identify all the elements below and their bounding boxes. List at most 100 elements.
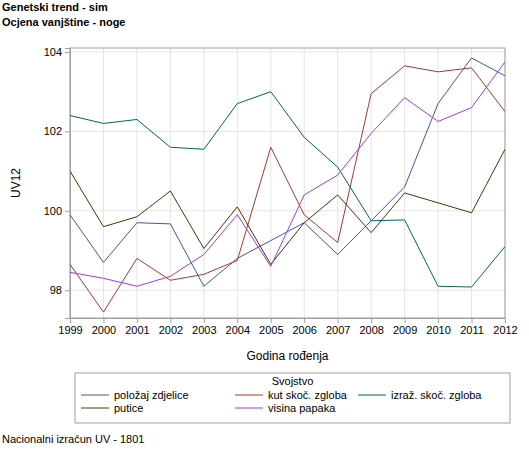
y-axis-title: UV12 — [9, 168, 23, 198]
y-tick-label: 100 — [44, 205, 62, 217]
x-tick-label: 2000 — [92, 324, 116, 336]
legend-swatch — [235, 408, 263, 409]
legend: Svojstvo položaj zdjelice kut skoč. zgloba… — [75, 373, 510, 423]
y-axis-line — [65, 49, 71, 319]
x-tick: 2007 — [326, 318, 350, 336]
y-tick-label: 98 — [50, 284, 62, 296]
title: Genetski trend - sim — [2, 1, 108, 13]
x-tick: 2009 — [393, 318, 417, 336]
x-axis: 1999 2000 2001 2002 2003 2004 2005 2006 2007 2008… — [58, 318, 517, 336]
x-grid-line — [438, 48, 439, 318]
plot: 1999 2000 2001 2002 2003 2004 2005 2006 2007 2008… — [44, 46, 518, 336]
series-line — [70, 62, 505, 286]
x-tick-label: 2009 — [393, 324, 417, 336]
y-tick-mark — [65, 52, 70, 53]
x-tick-mark — [371, 318, 372, 323]
x-tick-mark — [170, 318, 171, 323]
legend-label: položaj zdjelice — [114, 389, 189, 401]
y-tick-label: 104 — [44, 46, 62, 58]
x-grid-line — [170, 48, 171, 318]
legend-item: položaj zdjelice — [81, 389, 189, 401]
legend-item: izraž. skoč. zgloba — [358, 389, 482, 401]
legend-item: kut skoč. zgloba — [235, 389, 348, 401]
legend-label: kut skoč. zgloba — [268, 389, 348, 401]
x-tick-label: 2003 — [192, 324, 216, 336]
x-tick-mark — [204, 318, 205, 323]
legend-label: visina papaka — [268, 402, 336, 414]
x-axis-title: Godina rođenja — [246, 349, 328, 363]
y-tick-label: 102 — [44, 125, 62, 137]
plot-frame — [70, 48, 505, 318]
footnote: Nacionalni izračun UV - 1801 — [2, 433, 144, 445]
x-grid-line — [371, 48, 372, 318]
x-grid-line — [103, 48, 104, 318]
x-tick: 2010 — [426, 318, 450, 336]
x-tick-label: 2005 — [259, 324, 283, 336]
x-grid-line — [136, 48, 137, 318]
legend-title: Svojstvo — [272, 375, 314, 387]
y-axis: 98 100 102 104 — [44, 46, 71, 319]
x-tick-mark — [304, 318, 305, 323]
x-grid-line — [237, 48, 238, 318]
x-tick-mark — [505, 318, 506, 323]
subtitle: Ocjena vanjštine - noge — [2, 16, 125, 28]
legend-label: izraž. skoč. zgloba — [391, 389, 482, 401]
x-tick-mark — [438, 318, 439, 323]
y-tick-mark — [65, 211, 70, 212]
x-tick-label: 2010 — [426, 324, 450, 336]
x-tick: 2003 — [192, 318, 216, 336]
legend-item: putice — [81, 402, 143, 414]
y-tick: 100 — [44, 205, 70, 217]
x-tick: 2006 — [292, 318, 316, 336]
x-grid-line — [404, 48, 405, 318]
x-tick-mark — [103, 318, 104, 323]
x-tick-label: 2002 — [159, 324, 183, 336]
x-tick-mark — [338, 318, 339, 323]
x-tick-label: 2011 — [460, 324, 484, 336]
legend-box — [75, 373, 510, 423]
x-tick: 2005 — [259, 318, 283, 336]
x-tick: 2001 — [125, 318, 149, 336]
x-tick-label: 1999 — [58, 324, 82, 336]
series-line — [70, 66, 505, 312]
chart: Genetski trend - sim Ocjena vanjštine - n… — [0, 0, 529, 454]
x-grid-line — [304, 48, 305, 318]
y-grid-line — [70, 131, 505, 132]
x-tick-label: 2004 — [226, 324, 250, 336]
y-grid-line — [70, 290, 505, 291]
x-grid-line — [270, 48, 271, 318]
x-tick-mark — [237, 318, 238, 323]
x-tick-label: 2006 — [292, 324, 316, 336]
x-axis-line — [71, 319, 506, 324]
x-tick-mark — [472, 318, 473, 323]
legend-swatch — [81, 395, 109, 396]
x-tick: 2002 — [159, 318, 183, 336]
x-grid-line — [203, 48, 204, 318]
x-tick-label: 2007 — [326, 324, 350, 336]
x-tick: 2012 — [493, 318, 517, 336]
series-line — [70, 58, 505, 286]
y-tick-mark — [65, 131, 70, 132]
x-grid-line — [471, 48, 472, 318]
x-tick-mark — [405, 318, 406, 323]
legend-swatch — [81, 408, 109, 409]
x-tick-label: 2001 — [125, 324, 149, 336]
x-tick-label: 2008 — [359, 324, 383, 336]
y-tick: 102 — [44, 125, 70, 137]
x-tick: 2008 — [359, 318, 383, 336]
x-tick: 2000 — [92, 318, 116, 336]
x-tick: 2004 — [226, 318, 250, 336]
x-tick-mark — [271, 318, 272, 323]
legend-label: putice — [114, 402, 143, 414]
x-tick: 1999 — [58, 318, 82, 336]
series-line — [70, 149, 505, 264]
grid — [70, 48, 505, 318]
y-grid-line — [70, 51, 505, 52]
y-grid-line — [70, 210, 505, 211]
x-grid-line — [337, 48, 338, 318]
y-tick: 98 — [50, 284, 70, 296]
lines — [70, 58, 505, 312]
legend-item: visina papaka — [235, 402, 336, 414]
x-tick: 2011 — [460, 318, 484, 336]
x-tick-mark — [137, 318, 138, 323]
